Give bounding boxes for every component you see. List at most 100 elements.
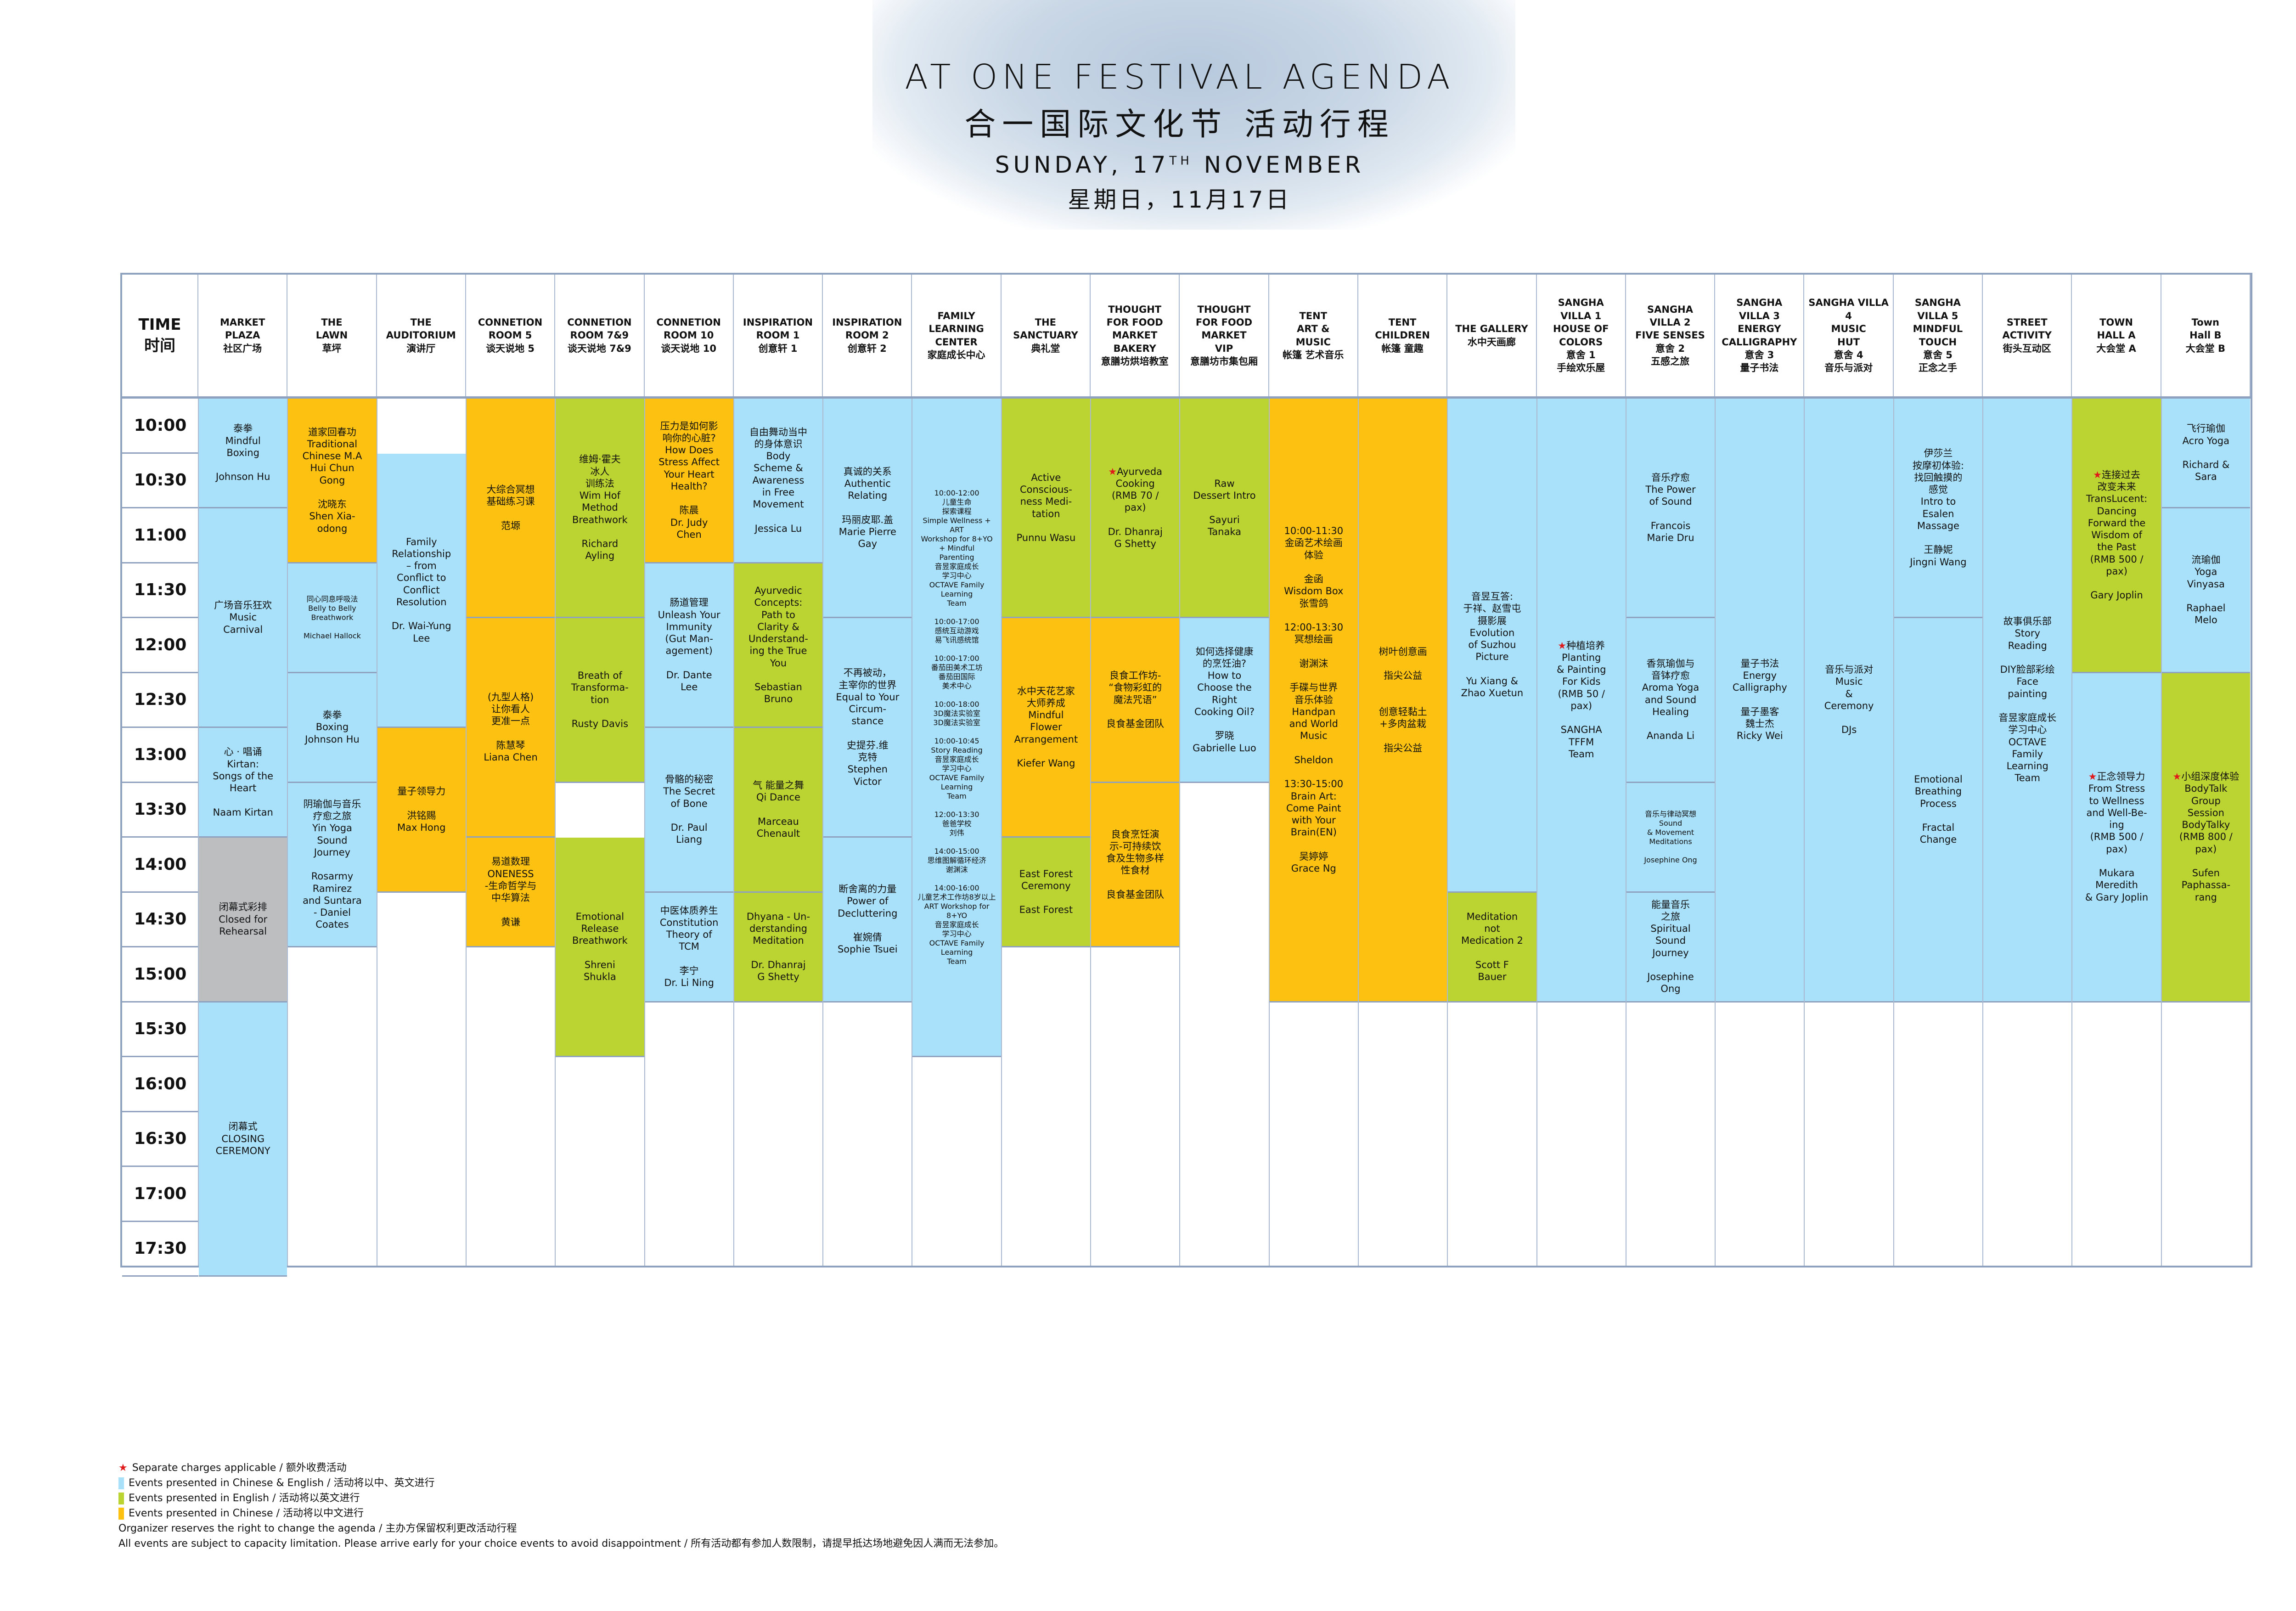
event-block[interactable]: 阴瑜伽与音乐 疗愈之旅 Yin Yoga Sound Journey Rosar…	[288, 783, 377, 947]
event-block[interactable]: Family Relationship – from Conflict to C…	[377, 453, 466, 728]
event-block[interactable]: 泰拳 Mindful Boxing Johnson Hu	[199, 399, 287, 508]
event-block[interactable]: 水中天花艺家 大师养成 Mindful Flower Arrangement K…	[1002, 618, 1091, 838]
event-block[interactable]: 伊莎兰 按摩初体验: 找回触摸的 感觉 Intro to Esalen Mass…	[1894, 399, 1983, 618]
event-block[interactable]: 泰拳 Boxing Johnson Hu	[288, 673, 377, 783]
event-text: Meditation not Medication 2 Scott F Baue…	[1461, 911, 1523, 983]
event-text: 骨骼的秘密 The Secret of Bone Dr. Paul Liang	[663, 773, 715, 846]
event-block[interactable]: 压力是如何影 响你的心脏? How Does Stress Affect You…	[645, 399, 733, 563]
event-block[interactable]: 音乐疗愈 The Power of Sound Francois Marie D…	[1626, 399, 1715, 618]
event-label: 泰拳 Mindful Boxing Johnson Hu	[215, 423, 270, 483]
event-text: ★Ayurveda Cooking (RMB 70 / pax) Dr. Dha…	[1108, 466, 1163, 550]
event-text: 泰拳 Mindful Boxing Johnson Hu	[216, 422, 270, 483]
event-label: 故事俱乐部 Story Reading DIY脸部彩绘 Face paintin…	[1998, 616, 2057, 784]
title-en: AT ONE FESTIVAL AGENDA	[905, 57, 1455, 97]
event-text: ★连接过去 改变未来 TransLucent: Dancing Forward …	[2086, 469, 2147, 602]
event-block[interactable]: 故事俱乐部 Story Reading DIY脸部彩绘 Face paintin…	[1983, 399, 2072, 1003]
column-divider	[1982, 399, 1984, 1266]
event-block[interactable]: 同心同息呼吸法 Belly to Belly Breathwork Michae…	[288, 563, 377, 673]
event-label: 种植培养 Planting & Painting For Kids (RMB 5…	[1556, 640, 1606, 760]
event-text: Dhyana - Un- derstanding Meditation Dr. …	[747, 911, 810, 983]
event-block[interactable]: ★种植培养 Planting & Painting For Kids (RMB …	[1537, 399, 1626, 1003]
column-divider	[555, 399, 556, 1266]
time-slot-label: 10:00	[122, 399, 198, 454]
event-block[interactable]: 闭幕式彩排 Closed for Rehearsal	[199, 838, 287, 1003]
event-block[interactable]: ★Ayurveda Cooking (RMB 70 / pax) Dr. Dha…	[1091, 399, 1180, 618]
event-block[interactable]: 肠道管理 Unleash Your Immunity (Gut Man- age…	[645, 563, 733, 728]
event-block[interactable]: 如何选择健康 的烹饪油? How to Choose the Right Coo…	[1180, 618, 1269, 783]
date-en-day: SUNDAY, 17	[995, 152, 1170, 178]
event-block[interactable]: East Forest Ceremony East Forest	[1002, 838, 1091, 947]
event-block[interactable]: 断舍离的力量 Power of Decluttering 崔婉倩 Sophie …	[823, 838, 912, 1003]
event-block[interactable]: 音昱互答: 于祥、赵雪屯 摄影展 Evolution of Suzhou Pic…	[1448, 399, 1536, 893]
event-label: 肠道管理 Unleash Your Immunity (Gut Man- age…	[658, 597, 720, 693]
date-en-month: NOVEMBER	[1193, 152, 1365, 178]
event-block[interactable]: 音乐与律动冥想 Sound & Movement Meditations Jos…	[1626, 783, 1715, 893]
event-label: 泰拳 Boxing Johnson Hu	[305, 710, 360, 745]
event-block[interactable]: 量子书法 Energy Calligraphy 量子墨客 魏士杰 Ricky W…	[1716, 399, 1804, 1003]
event-block[interactable]: 易道数理 ONENESS -生命哲学与 中华算法 黄谦	[466, 838, 555, 947]
time-slot-label: 12:30	[122, 673, 198, 728]
event-block[interactable]: 良食工作坊- “食物彩虹的 魔法咒语” 良食基金团队	[1091, 618, 1180, 783]
event-block[interactable]: 气 能量之舞 Qi Dance Marceau Chenault	[734, 728, 823, 893]
event-text: 量子领导力 洪铭赐 Max Hong	[397, 785, 445, 834]
event-block[interactable]: 中医体质养生 Constitution Theory of TCM 李宁 Dr.…	[645, 892, 733, 1003]
event-block[interactable]: 量子领导力 洪铭赐 Max Hong	[377, 728, 466, 893]
event-block[interactable]: 道家回春功 Traditional Chinese M.A Hui Chun G…	[288, 399, 377, 563]
event-block[interactable]: 良食烹饪演 示-可持续饮 食及生物多样 性食材 良食基金团队	[1091, 783, 1180, 947]
event-label: 10:00-12:00 儿童生命 探索课程 Simple Wellness + …	[917, 488, 996, 966]
column-divider	[287, 399, 288, 1266]
event-label: 自由舞动当中 的身体意识 Body Scheme & Awareness in …	[749, 426, 807, 534]
event-block[interactable]: 骨骼的秘密 The Secret of Bone Dr. Paul Liang	[645, 728, 733, 893]
column-divider	[198, 399, 199, 1266]
event-block[interactable]: Dhyana - Un- derstanding Meditation Dr. …	[734, 892, 823, 1003]
event-block[interactable]: 维姆·霍夫 冰人 训练法 Wim Hof Method Breathwork R…	[556, 399, 644, 618]
event-block[interactable]: 真诚的关系 Authentic Relating 玛丽皮耶.盖 Marie Pi…	[823, 399, 912, 618]
star-icon: ★	[2093, 469, 2102, 480]
event-block[interactable]: Breath of Transforma- tion Rusty Davis	[556, 618, 644, 783]
event-label: East Forest Ceremony East Forest	[1019, 868, 1073, 916]
time-slot-label: 10:30	[122, 454, 198, 508]
venue-header: CONNETION ROOM 5 谈天说地 5	[466, 275, 556, 396]
event-block[interactable]: 大综合冥想 基础练习课 范塬	[466, 399, 555, 618]
event-block[interactable]: 飞行瑜伽 Acro Yoga Richard & Sara	[2161, 399, 2250, 508]
event-block[interactable]: 闭幕式 CLOSING CEREMONY	[199, 1002, 287, 1277]
event-block[interactable]: 10:00-12:00 儿童生命 探索课程 Simple Wellness + …	[912, 399, 1001, 1057]
event-block[interactable]: 自由舞动当中 的身体意识 Body Scheme & Awareness in …	[734, 399, 823, 563]
legend-green: Events presented in English / 活动将以英文进行	[118, 1491, 1004, 1506]
event-block[interactable]: 不再被动， 主宰你的世界 Equal to Your Circum- stanc…	[823, 618, 912, 838]
event-block[interactable]: Raw Dessert Intro Sayuri Tanaka	[1180, 399, 1269, 618]
event-block[interactable]: Ayurvedic Concepts: Path to Clarity & Un…	[734, 563, 823, 728]
event-label: 广场音乐狂欢 Music Carnival	[214, 600, 272, 635]
event-block[interactable]: Emotional Release Breathwork Shreni Shuk…	[556, 838, 644, 1057]
event-block[interactable]: 能量音乐 之旅 Spiritual Sound Journey Josephin…	[1626, 892, 1715, 1003]
time-slot-label: 16:00	[122, 1057, 198, 1112]
event-block[interactable]: Meditation not Medication 2 Scott F Baue…	[1448, 892, 1536, 1003]
column-divider	[1804, 399, 1805, 1266]
event-block[interactable]: (九型人格) 让你看人 更准一点 陈慧琴 Liana Chen	[466, 618, 555, 838]
event-block[interactable]: Emotional Breathing Process Fractal Chan…	[1894, 618, 1983, 1003]
venue-header: SANGHA VILLA 2 FIVE SENSES 意舍 2 五感之旅	[1626, 275, 1716, 396]
event-label: 道家回春功 Traditional Chinese M.A Hui Chun G…	[302, 426, 362, 534]
event-block[interactable]: Active Conscious- ness Medi- tation Punn…	[1002, 399, 1091, 618]
event-text: Raw Dessert Intro Sayuri Tanaka	[1193, 478, 1255, 538]
event-block[interactable]: 广场音乐狂欢 Music Carnival	[199, 508, 287, 728]
event-block[interactable]: 音乐与派对 Music & Ceremony DJs	[1805, 399, 1893, 1003]
event-label: 维姆·霍夫 冰人 训练法 Wim Hof Method Breathwork R…	[572, 454, 628, 562]
column-divider	[644, 399, 645, 1266]
event-block[interactable]: 树叶创意画 指尖公益 创意轻黏土 +多肉盆栽 指尖公益	[1358, 399, 1447, 1003]
event-block[interactable]: ★连接过去 改变未来 TransLucent: Dancing Forward …	[2072, 399, 2161, 673]
legend-note1: Organizer reserves the right to change t…	[118, 1523, 517, 1534]
event-block[interactable]: ★小组深度体验 BodyTalk Group Session BodyTalky…	[2161, 673, 2250, 1003]
event-block[interactable]: ★正念领导力 From Stress to Wellness and Well-…	[2072, 673, 2161, 1003]
event-text: 断舍离的力量 Power of Decluttering 崔婉倩 Sophie …	[838, 883, 898, 956]
event-text: 音乐疗愈 The Power of Sound Francois Marie D…	[1645, 472, 1695, 544]
event-block[interactable]: 心 · 唱诵 Kirtan: Songs of the Heart Naam K…	[199, 728, 287, 838]
venue-header: THE AUDITORIUM 演讲厅	[377, 275, 466, 396]
event-block[interactable]: 流瑜伽 Yoga Vinyasa Raphael Melo	[2161, 508, 2250, 673]
event-block[interactable]: 香氛瑜伽与 音钵疗愈 Aroma Yoga and Sound Healing …	[1626, 618, 1715, 783]
event-block[interactable]: 10:00-11:30 金函艺术绘画 体验 金函 Wisdom Box 张雪鸽 …	[1269, 399, 1358, 1003]
event-text: 良食工作坊- “食物彩虹的 魔法咒语” 良食基金团队	[1106, 670, 1164, 730]
venue-header: THOUGHT FOR FOOD MARKET VIP 意膳坊市集包厢	[1180, 275, 1269, 396]
time-slot-label: 11:00	[122, 508, 198, 563]
event-label: 音昱互答: 于祥、赵雪屯 摄影展 Evolution of Suzhou Pic…	[1461, 591, 1524, 699]
